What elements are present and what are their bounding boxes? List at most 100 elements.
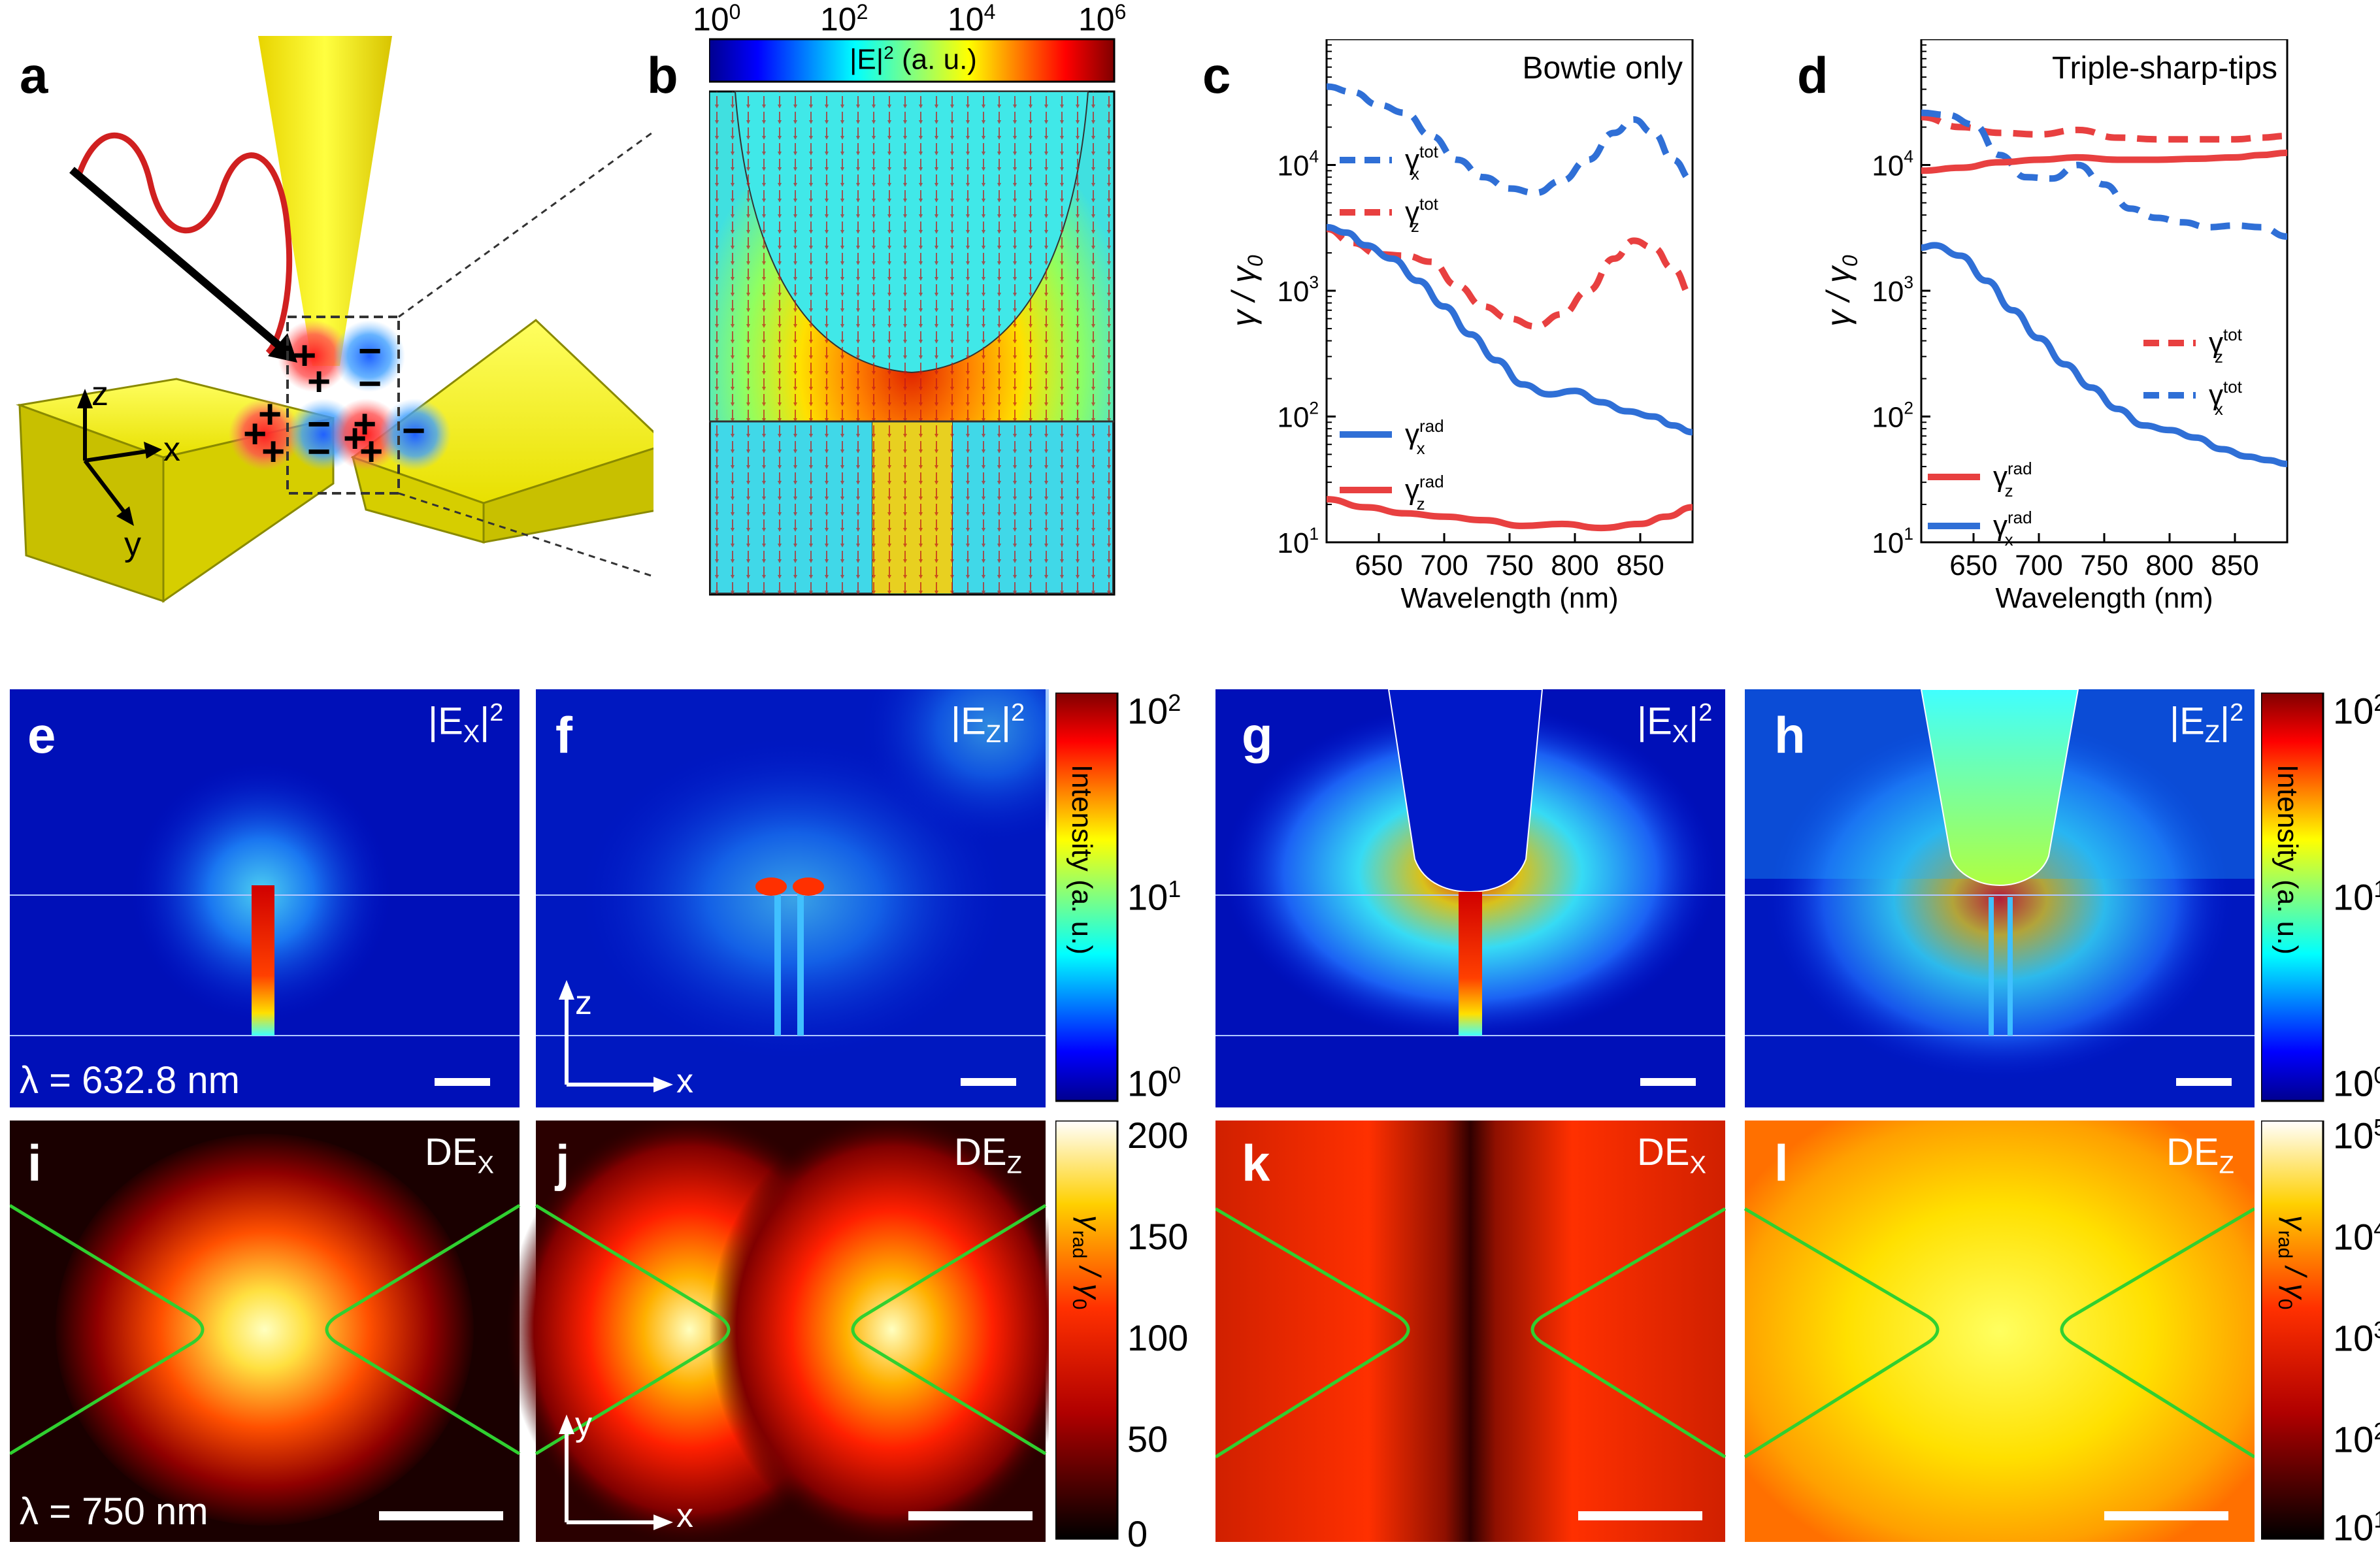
charge-plus: + xyxy=(307,359,331,404)
y-tick-label: 101 xyxy=(1277,524,1319,559)
de-maps-kl xyxy=(1215,1121,2255,1542)
scale-bar xyxy=(2104,1511,2228,1520)
scale-bar xyxy=(1640,1078,1696,1086)
panel-label-e: e xyxy=(27,706,56,764)
chart-triple-sharp-tips: 650 700 750 800 850 101 102 103 104 Wavelength (n… xyxy=(1820,39,2289,614)
charge-plus: + xyxy=(258,392,282,437)
scale-bar xyxy=(908,1511,1033,1520)
x-tick-label: 850 xyxy=(2211,549,2258,581)
axis-y-label-j: y xyxy=(575,1405,592,1443)
map-k-title: DEX xyxy=(1637,1131,1706,1179)
axis-x-label: x xyxy=(163,431,180,468)
scale-bar xyxy=(379,1511,503,1520)
charge-minus: − xyxy=(358,329,382,374)
legend-label: γrad z xyxy=(1405,472,1444,514)
x-axis-label: Wavelength (nm) xyxy=(1995,582,2213,614)
charge-plus: + xyxy=(293,333,316,378)
series-line-γx-rad xyxy=(1921,242,2288,468)
cbar-intensity-mid: 101 xyxy=(1127,876,1182,918)
light-wave xyxy=(75,133,293,355)
scale-bar xyxy=(961,1078,1016,1086)
cbar-lin-tick: 0 xyxy=(1127,1513,1148,1554)
panel-b-field-map xyxy=(709,38,1116,596)
cbar-intensity-top: 102 xyxy=(1127,689,1182,732)
cbar-lin-tick: 50 xyxy=(1127,1418,1168,1460)
legend-label: γtot z xyxy=(2209,325,2243,367)
panel-label-l: l xyxy=(1774,1134,1789,1192)
y-tick-label: 103 xyxy=(1277,272,1319,308)
cbar-intensity-bot-r: 100 xyxy=(2333,1062,2380,1104)
lambda-label-i: λ = 750 nm xyxy=(20,1490,208,1533)
axis-z-label: z xyxy=(91,375,108,413)
legend-label: γrad x xyxy=(1405,416,1444,458)
x-tick-label: 700 xyxy=(1420,549,1468,581)
probe-tip xyxy=(258,36,392,366)
panel-label-a: a xyxy=(20,46,48,104)
axis-x-label-f: x xyxy=(676,1062,693,1100)
lambda-label-e: λ = 632.8 nm xyxy=(20,1059,240,1102)
charge-plus: + xyxy=(343,416,367,461)
map-l xyxy=(1745,1121,2255,1542)
y-tick-label: 104 xyxy=(1277,147,1319,182)
panel-a-schematic: + + − − + + + − − + + + − z x y xyxy=(16,36,653,603)
map-k xyxy=(1215,1121,1725,1542)
legend-label: γtot z xyxy=(1405,194,1439,236)
cbar-log-tick: 103 xyxy=(2333,1317,2380,1359)
colorbar-rad-linear xyxy=(1055,1121,1119,1540)
charge-minus: − xyxy=(358,361,382,406)
y-axis-label: γ / γ0 xyxy=(1820,255,1862,327)
charge-minus: − xyxy=(307,429,331,474)
cbar-intensity-bot: 100 xyxy=(1127,1062,1182,1104)
series-line-γz-rad xyxy=(1921,149,2288,174)
y-tick-label: 102 xyxy=(1872,399,1913,434)
cbar-b-tick-0: 100 xyxy=(693,0,741,38)
charge-plus: + xyxy=(353,402,376,447)
cbar-lin-tick: 150 xyxy=(1127,1216,1189,1257)
field-maps-gh xyxy=(1215,689,2255,1107)
cbar-log-tick: 104 xyxy=(2333,1215,2380,1258)
series-line-γz-tot xyxy=(1921,114,2288,143)
series-line-γz-rad xyxy=(1326,496,1693,532)
panel-label-d: d xyxy=(1797,46,1828,104)
scale-bar xyxy=(2176,1078,2232,1086)
colorbar-intensity-left xyxy=(1055,693,1119,1102)
x-tick-label: 850 xyxy=(1616,549,1664,581)
panel-label-i: i xyxy=(27,1134,42,1192)
field-maps-ef xyxy=(10,689,1049,1107)
map-f-title: |EZ|2 xyxy=(951,699,1025,748)
panel-label-j: j xyxy=(555,1134,570,1192)
colorbar-E2 xyxy=(709,38,1116,83)
series-line-γx-tot xyxy=(1326,83,1694,197)
cbar-intensity-top-r: 102 xyxy=(2333,689,2380,732)
panel-label-f: f xyxy=(555,706,572,764)
cbar-log-tick: 102 xyxy=(2333,1418,2380,1460)
series-line-γz-tot xyxy=(1326,225,1694,330)
charge-plus: + xyxy=(261,429,285,474)
x-tick-label: 650 xyxy=(1355,549,1402,581)
x-tick-label: 650 xyxy=(1949,549,1997,581)
axis-z-label-f: z xyxy=(575,984,592,1022)
scale-bar xyxy=(1578,1511,1702,1520)
charge-minus: − xyxy=(307,402,331,447)
legend-label: γtot x xyxy=(1405,142,1439,184)
cbar-lin-tick: 100 xyxy=(1127,1317,1189,1358)
panel-label-c: c xyxy=(1202,46,1231,104)
y-tick-label: 102 xyxy=(1277,399,1319,434)
axis-x-label-j: x xyxy=(676,1497,693,1535)
chart-title: Triple-sharp-tips xyxy=(2052,51,2277,86)
chart-bowtie-only: 650 700 750 800 850 101 102 103 104 Wavelength (n… xyxy=(1225,39,1694,614)
colorbar-intensity-right xyxy=(2261,693,2324,1102)
cbar-b-tick-6: 106 xyxy=(1078,0,1127,38)
x-tick-label: 800 xyxy=(2145,549,2193,581)
x-tick-label: 750 xyxy=(1485,549,1533,581)
map-h-title: |EZ|2 xyxy=(2170,699,2244,748)
charge-minus: − xyxy=(402,408,425,453)
x-axis-label: Wavelength (nm) xyxy=(1400,582,1618,614)
panel-label-b: b xyxy=(647,46,678,104)
x-tick-label: 750 xyxy=(2080,549,2128,581)
map-j-title: DEZ xyxy=(954,1131,1022,1179)
y-tick-label: 104 xyxy=(1872,147,1913,182)
panel-label-h: h xyxy=(1774,706,1806,764)
panel-label-k: k xyxy=(1242,1134,1270,1192)
plot-frame xyxy=(1920,39,2289,544)
